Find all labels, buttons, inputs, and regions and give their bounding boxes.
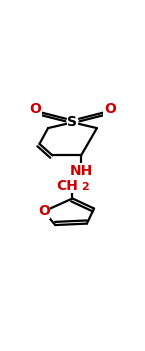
Text: O: O [38,204,50,218]
Text: 2: 2 [81,182,89,192]
Text: NH: NH [69,164,93,178]
Text: CH: CH [56,179,78,193]
Text: O: O [29,102,41,117]
Text: O: O [104,102,116,117]
Text: S: S [68,115,77,130]
